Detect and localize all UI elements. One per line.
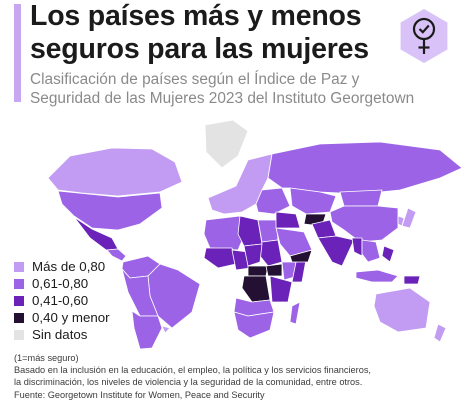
legend-item: 0,61-0,80: [14, 275, 110, 292]
map-region: [433, 323, 447, 343]
map-region: [275, 211, 301, 229]
legend-item: Sin datos: [14, 326, 110, 343]
map-region: [361, 239, 381, 263]
title-accent-bar: [14, 4, 21, 102]
title-line-2: seguros para las mujeres: [30, 33, 369, 65]
legend-label: Sin datos: [32, 327, 88, 342]
map-region: [397, 215, 405, 227]
basis-note-line-2: la discriminación, los niveles de violen…: [14, 377, 363, 388]
map-region: [203, 247, 237, 269]
legend-label: 0,61-0,80: [32, 276, 89, 291]
map-region: [121, 268, 159, 317]
legend-label: Más de 0,80: [32, 259, 106, 274]
subtitle-line-1: Clasificación de países según el Índice …: [30, 71, 360, 88]
map-region: [289, 301, 301, 325]
world-choropleth-map: [47, 119, 463, 350]
legend-swatch: [14, 261, 24, 272]
page-subtitle: Clasificación de países según el Índice …: [30, 70, 440, 108]
map-region: [257, 219, 279, 243]
legend-item: Más de 0,80: [14, 258, 110, 275]
map-region: [243, 243, 263, 267]
basis-note-line-1: Basado en la inclusión en la educación, …: [14, 365, 371, 376]
legend-swatch: [14, 312, 24, 323]
map-region: [247, 265, 269, 277]
map-region: [259, 239, 283, 267]
map-region: [401, 207, 417, 229]
female-symbol-checkmark-icon: [400, 9, 448, 63]
subtitle-line-2: Seguridad de las Mujeres 2023 del Instit…: [30, 90, 415, 107]
map-region: [351, 237, 363, 257]
map-region: [255, 187, 291, 215]
legend-swatch: [14, 278, 24, 289]
map-region: [339, 189, 383, 207]
title-line-1: Los países más y menos: [30, 0, 362, 32]
map-region: [204, 119, 249, 169]
map-region: [403, 275, 421, 285]
map-region: [355, 269, 399, 283]
page-title: Los países más y menos seguros para las …: [30, 0, 390, 66]
map-region: [269, 275, 293, 303]
map-region: [317, 235, 355, 267]
footnotes: (1=más seguro) Basado en la inclusión en…: [14, 352, 469, 401]
scale-note: (1=más seguro): [14, 353, 79, 363]
source-note: Fuente: Georgetown Institute for Women, …: [14, 389, 265, 400]
map-region: [233, 311, 275, 339]
legend-swatch: [14, 329, 24, 340]
map-region: [241, 275, 271, 303]
map-region: [161, 325, 171, 334]
legend-item: 0,40 y menor: [14, 309, 110, 326]
map-region: [131, 310, 163, 350]
legend-label: 0,40 y menor: [32, 310, 110, 325]
map-region: [373, 287, 431, 333]
legend-item: 0,41-0,60: [14, 292, 110, 309]
map-region: [329, 205, 399, 243]
map-region: [267, 141, 463, 195]
legend: Más de 0,80 0,61-0,80 0,41-0,60 0,40 y m…: [14, 258, 110, 343]
map-region: [57, 190, 163, 231]
map-region: [47, 147, 183, 197]
map-region: [381, 245, 395, 263]
map-region: [106, 248, 127, 262]
legend-label: 0,41-0,60: [32, 293, 89, 308]
map-region: [289, 249, 313, 263]
map-region: [265, 263, 283, 277]
legend-swatch: [14, 295, 24, 306]
